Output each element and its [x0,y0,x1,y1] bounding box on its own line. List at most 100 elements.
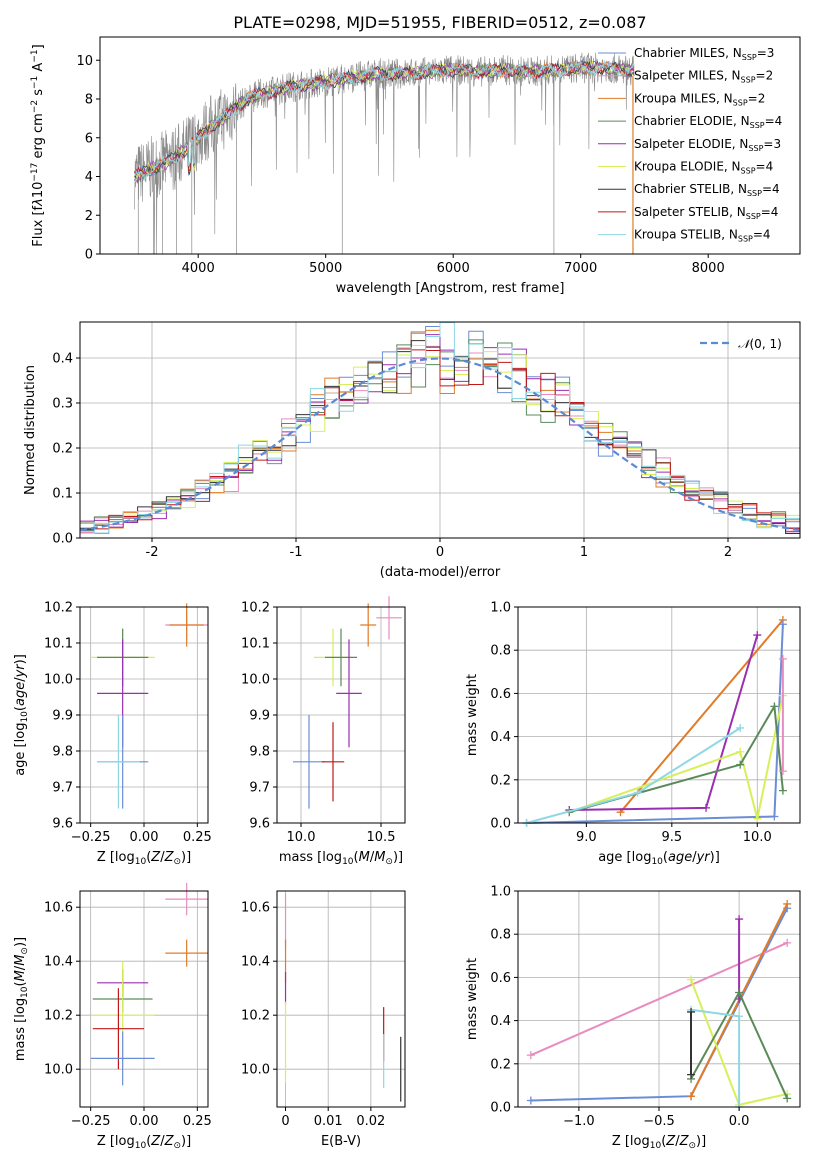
x-axis-label: mass [log10(M/M⊙)] [279,850,403,867]
x-axis-label: wavelength [Angstrom, rest frame] [336,281,565,296]
y-tick-label: 2 [85,209,93,224]
weight-line [569,703,784,814]
weight-marker [753,631,762,640]
y-tick-label: 10.1 [44,637,73,652]
y-tick-label: 0.4 [490,730,511,745]
weight-marker [735,915,744,924]
x-tick-label: −0.5 [643,1114,675,1129]
model-fit-line [134,59,635,180]
weight-line [568,695,784,819]
y-tick-label: 10 [76,54,93,69]
model-fit-line [134,60,635,179]
x-tick-label: 9.0 [576,830,597,845]
panel-weight-vs-Z: −1.0 −0.5 0.0 0.0 0.2 0.4 0.6 0.8 1.0 Z [log10(Z/… [465,885,801,1151]
legend-label: Kroupa STELIB, NSSP=4 [634,228,771,244]
y-tick-label: 10.6 [44,901,73,916]
y-tick-label: 0.2 [52,442,73,457]
axes-frame [517,606,801,824]
x-axis-label: (data-model)/error [380,565,501,580]
panel-weight-vs-age: 9.0 9.5 10.0 0.0 0.2 0.4 0.6 0.8 1.0 age [log10(a… [465,601,801,867]
y-tick-label: 10.2 [44,601,73,616]
weight-line [526,624,784,824]
y-tick-label: 0.3 [52,397,73,412]
weight-marker [778,620,787,629]
x-axis-label: E(B-V) [321,1134,361,1149]
weight-marker [735,1012,744,1021]
legend: Chabrier MILES, NSSP=3 Salpeter MILES, NS… [598,46,782,244]
weight-marker [736,760,745,769]
panel-spectrum: 4000 5000 6000 7000 8000 0 2 4 6 8 10 wavelength [A… [30,36,801,296]
model-fit-line [134,60,635,177]
y-axis-label: mass [log10(M/M⊙)] [13,937,30,1061]
y-tick-label: 10.2 [44,1009,73,1024]
weight-marker [526,1051,535,1060]
x-axis-label: Z [log10(Z/Z⊙)] [97,1134,191,1151]
y-axis-label: Normed distribution [23,365,38,495]
y-tick-label: 0.4 [52,352,73,367]
x-tick-label: 2 [724,545,732,560]
y-tick-label: 0.0 [52,532,73,547]
x-tick-label: 10.5 [367,830,396,845]
x-tick-label: −1.0 [563,1114,595,1129]
legend-label: Salpeter STELIB, NSSP=4 [634,205,778,221]
x-tick-label: 9.5 [661,830,682,845]
x-tick-label: 0 [281,1114,289,1129]
panel-mass-vs-Z: −0.25 0.00 0.25 10.0 10.2 10.4 10.6 Z [log10(Z/… [13,882,212,1151]
x-tick-label: 0.0 [729,1114,750,1129]
weight-marker [687,1070,696,1079]
weight-marker [735,988,744,997]
weight-marker [526,1096,535,1105]
y-tick-label: 9.8 [52,745,73,760]
plot-area [90,882,208,1086]
weight-line [530,941,788,1057]
legend-label: Chabrier STELIB, NSSP=4 [634,182,780,198]
x-tick-label: 1 [580,545,588,560]
weight-marker [687,1007,696,1016]
weight-marker [770,812,779,821]
data-spectrum [134,52,635,255]
y-tick-label: 0.2 [490,1057,511,1072]
x-tick-label: 6000 [437,261,470,276]
weight-marker [633,788,642,797]
x-tick-label: 0.00 [130,1114,159,1129]
x-tick-label: 0.25 [183,830,212,845]
panel-age-vs-Z: −0.25 0.00 0.25 9.6 9.7 9.8 9.9 10.0 10.1 10.2 Z [… [13,601,212,868]
weight-marker [687,1092,696,1101]
legend-label: Salpeter ELODIE, NSSP=3 [634,137,781,153]
y-tick-label: 10.2 [241,601,270,616]
x-axis-label: Z [log10(Z/Z⊙)] [97,850,191,867]
panel-residuals: -2 -1 0 1 2 0.0 0.1 0.2 0.3 0.4 (data-model)/error… [23,321,801,580]
y-tick-label: 10.0 [241,673,270,688]
y-tick-label: 0.8 [490,928,511,943]
y-tick-label: 0.6 [490,687,511,702]
y-tick-label: 9.9 [249,709,270,724]
y-tick-label: 6 [85,131,93,146]
y-tick-label: 0.1 [52,487,73,502]
panel-age-vs-mass: 10.0 10.5 9.6 9.7 9.8 9.9 10.0 10.1 10.2 mass [lo… [241,596,406,867]
plot-area [79,321,801,538]
y-tick-label: 0 [85,248,93,263]
x-tick-label: 5000 [309,261,342,276]
y-tick-label: 0.6 [490,971,511,986]
y-tick-label: 9.7 [52,781,73,796]
y-axis-label: mass weight [465,958,480,1040]
x-tick-label: 0.01 [314,1114,343,1129]
y-tick-label: 10.1 [241,637,270,652]
x-tick-label: 8000 [692,261,725,276]
legend-label: Salpeter MILES, NSSP=2 [634,69,773,85]
legend-label: Chabrier MILES, NSSP=3 [634,46,774,62]
weight-marker [753,814,762,823]
x-tick-label: 0.00 [130,830,159,845]
x-tick-label: -1 [290,545,303,560]
x-tick-label: 10.0 [287,830,316,845]
y-tick-label: 9.9 [52,709,73,724]
weight-marker [783,899,792,908]
weight-marker [778,654,787,663]
x-tick-label: 10.0 [743,830,772,845]
plot-area [134,52,635,255]
y-tick-label: 0.8 [490,644,511,659]
y-tick-label: 8 [85,93,93,108]
y-axis-label: age [log10(age/yr)] [13,654,30,776]
y-tick-label: 10.4 [241,955,270,970]
